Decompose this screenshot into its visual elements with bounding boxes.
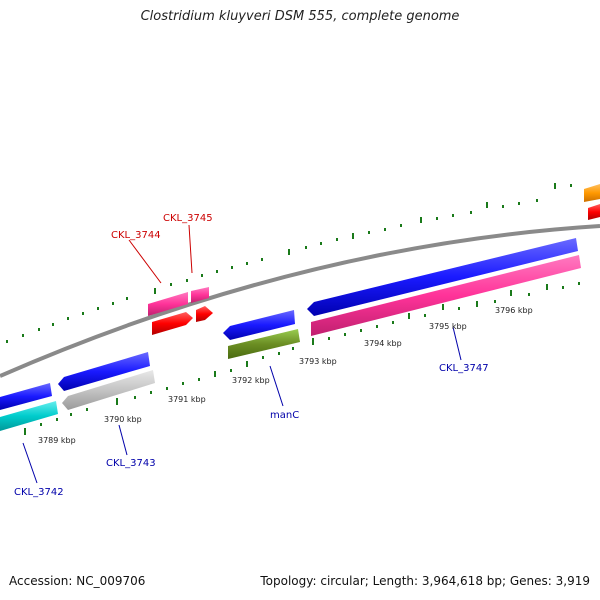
leader-ckl-3743 <box>118 424 128 456</box>
outer-tick-ring <box>6 183 572 343</box>
genome-backbone <box>0 224 600 378</box>
leader-ckl-3742 <box>22 442 38 484</box>
kbp-label-3793: 3793 kbp <box>299 357 337 366</box>
gene-red-forward-2[interactable] <box>196 306 213 322</box>
leader-ckl-3744 <box>128 239 162 284</box>
gene-label-ckl-3743[interactable]: CKL_3743 <box>106 458 156 469</box>
kbp-label-3789: 3789 kbp <box>38 436 76 445</box>
gene-label-ckl-3744[interactable]: CKL_3744 <box>111 230 161 241</box>
kbp-label-3796: 3796 kbp <box>495 306 533 315</box>
gene-label-ckl-3747[interactable]: CKL_3747 <box>439 363 489 374</box>
gene-label-ckl-3742[interactable]: CKL_3742 <box>14 487 64 498</box>
kbp-label-3792: 3792 kbp <box>232 376 270 385</box>
gene-red-top-right[interactable] <box>588 204 600 220</box>
gene-mancc-arrow[interactable] <box>228 329 300 359</box>
gene-ckl-3742-arrow[interactable] <box>0 401 58 431</box>
kbp-label-3791: 3791 kbp <box>168 395 206 404</box>
genome-summary-text: Topology: circular; Length: 3,964,618 bp… <box>260 574 590 588</box>
leader-ckl-3747 <box>452 326 462 361</box>
gene-orange-top-right[interactable] <box>584 184 600 202</box>
gene-ckl-3743-arrow[interactable] <box>62 370 155 410</box>
gene-blue-reverse-3[interactable] <box>223 310 295 340</box>
leader-manc <box>269 365 284 407</box>
gene-blue-reverse-2[interactable] <box>58 352 150 391</box>
kbp-label-3790: 3790 kbp <box>104 415 142 424</box>
gene-ckl-3744-arrow[interactable] <box>148 292 188 316</box>
kbp-label-3795: 3795 kbp <box>429 322 467 331</box>
gene-label-ckl-3745[interactable]: CKL_3745 <box>163 213 213 224</box>
gene-red-forward-1[interactable] <box>152 312 193 335</box>
accession-text: Accession: NC_009706 <box>9 574 146 588</box>
gene-blue-reverse-left[interactable] <box>0 383 52 410</box>
gene-ckl-3745-arrow[interactable] <box>191 287 209 303</box>
inner-tick-ring <box>24 282 580 435</box>
gene-ckl-3747-arrow[interactable] <box>311 255 581 336</box>
leader-ckl-3745 <box>188 224 193 274</box>
page-title: Clostridium kluyveri DSM 555, complete g… <box>140 9 460 24</box>
gene-label-manc[interactable]: manC <box>270 410 299 421</box>
gene-blue-forward-long[interactable] <box>307 238 578 316</box>
kbp-label-3794: 3794 kbp <box>364 339 402 348</box>
